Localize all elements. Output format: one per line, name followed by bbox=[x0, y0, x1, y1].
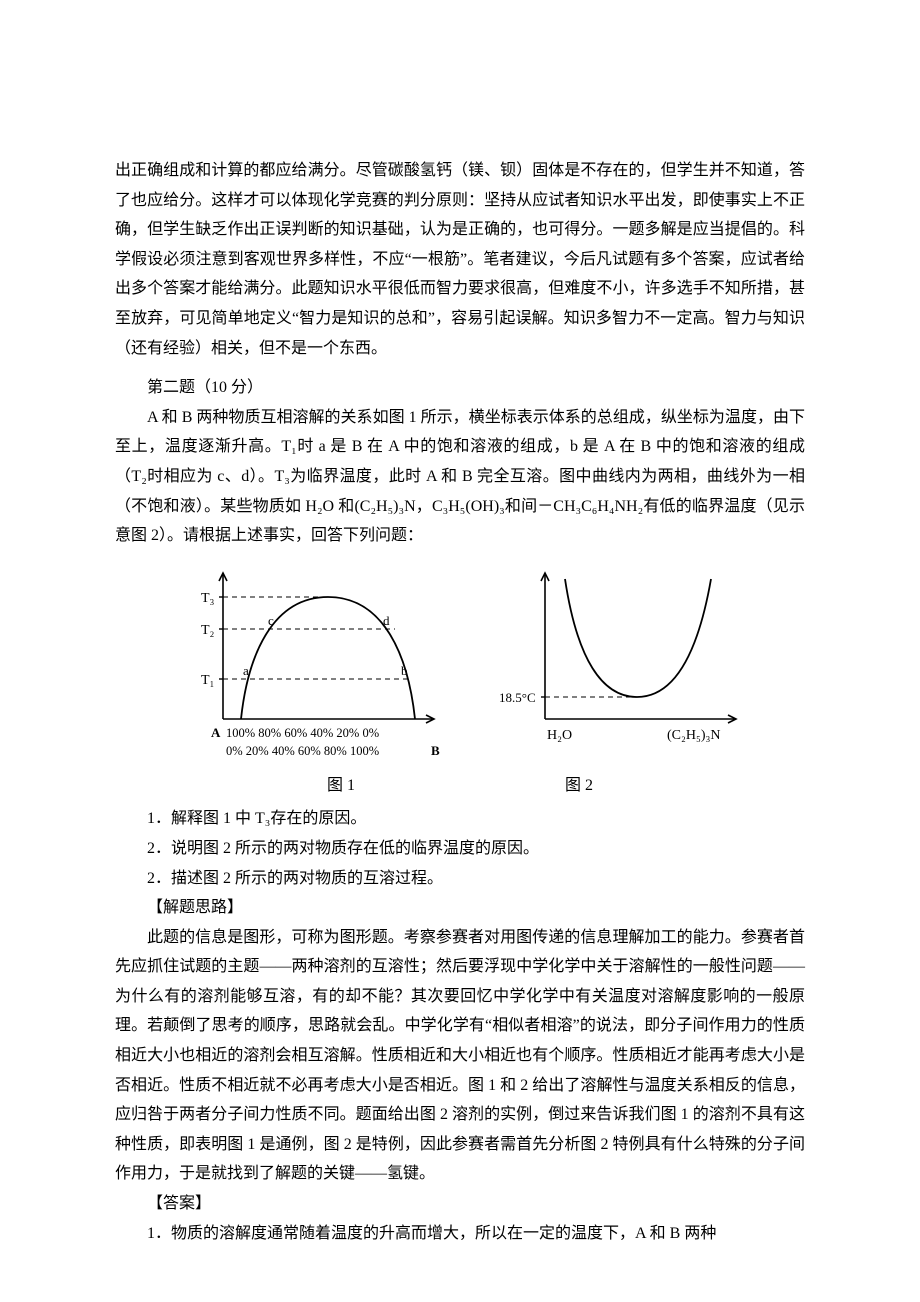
figure-1-svg: T₃ T₂ T₁ c d a b A 100% 80% 60% 40% 20% … bbox=[173, 559, 453, 769]
question-2-header: 第二题（10 分） bbox=[115, 373, 805, 403]
fig1-point-b: b bbox=[401, 663, 408, 678]
figures-row: T₃ T₂ T₁ c d a b A 100% 80% 60% 40% 20% … bbox=[115, 559, 805, 769]
question-2-body: A 和 B 两种物质互相溶解的关系如图 1 所示，横坐标表示体系的总组成，纵坐标… bbox=[115, 403, 805, 551]
answer-1: 1．物质的溶解度通常随着温度的升高而增大，所以在一定的温度下，A 和 B 两种 bbox=[115, 1219, 805, 1249]
fig1-point-c: c bbox=[268, 613, 274, 628]
thinking-body: 此题的信息是图形，可称为图形题。考察参赛者对用图传递的信息理解加工的能力。参赛者… bbox=[115, 923, 805, 1189]
fig1-axis-A: A bbox=[211, 725, 221, 740]
thinking-header: 【解题思路】 bbox=[115, 893, 805, 923]
fig1-axis-B: B bbox=[431, 743, 440, 758]
fig2-xright: (C₂H₅)₃N bbox=[667, 728, 721, 743]
fig2-ytick: 18.5°C bbox=[499, 690, 536, 705]
fig1-point-d: d bbox=[383, 613, 390, 628]
document-page: 出正确组成和计算的都应给满分。尽管碳酸氢钙（镁、钡）固体是不存在的，但学生并不知… bbox=[0, 0, 920, 1302]
figure-2: 18.5°C H₂O (C₂H₅)₃N bbox=[487, 559, 747, 769]
fig2-xleft: H₂O bbox=[547, 728, 572, 743]
fig1-axis-bot: 0% 20% 40% 60% 80% 100% bbox=[226, 744, 379, 758]
caption-row: 图 1 图 2 bbox=[115, 771, 805, 801]
fig1-point-a: a bbox=[243, 663, 249, 678]
figure-2-caption: 图 2 bbox=[565, 771, 593, 801]
fig1-t2-label: T₂ bbox=[201, 623, 215, 638]
q2-sub-3: 2．描述图 2 所示的两对物质的互溶过程。 bbox=[115, 864, 805, 894]
figure-1-caption: 图 1 bbox=[327, 771, 355, 801]
q2-sub-2: 2．说明图 2 所示的两对物质存在低的临界温度的原因。 bbox=[115, 834, 805, 864]
intro-paragraph: 出正确组成和计算的都应给满分。尽管碳酸氢钙（镁、钡）固体是不存在的，但学生并不知… bbox=[115, 156, 805, 363]
fig1-axis-top: 100% 80% 60% 40% 20% 0% bbox=[226, 726, 379, 740]
answer-header: 【答案】 bbox=[115, 1189, 805, 1219]
fig1-t3-label: T₃ bbox=[201, 591, 215, 606]
figure-2-svg: 18.5°C H₂O (C₂H₅)₃N bbox=[487, 559, 747, 769]
fig1-t1-label: T₁ bbox=[201, 673, 214, 688]
figure-1: T₃ T₂ T₁ c d a b A 100% 80% 60% 40% 20% … bbox=[173, 559, 453, 769]
q2-sub-1: 1．解释图 1 中 T₃存在的原因。 bbox=[115, 804, 805, 834]
